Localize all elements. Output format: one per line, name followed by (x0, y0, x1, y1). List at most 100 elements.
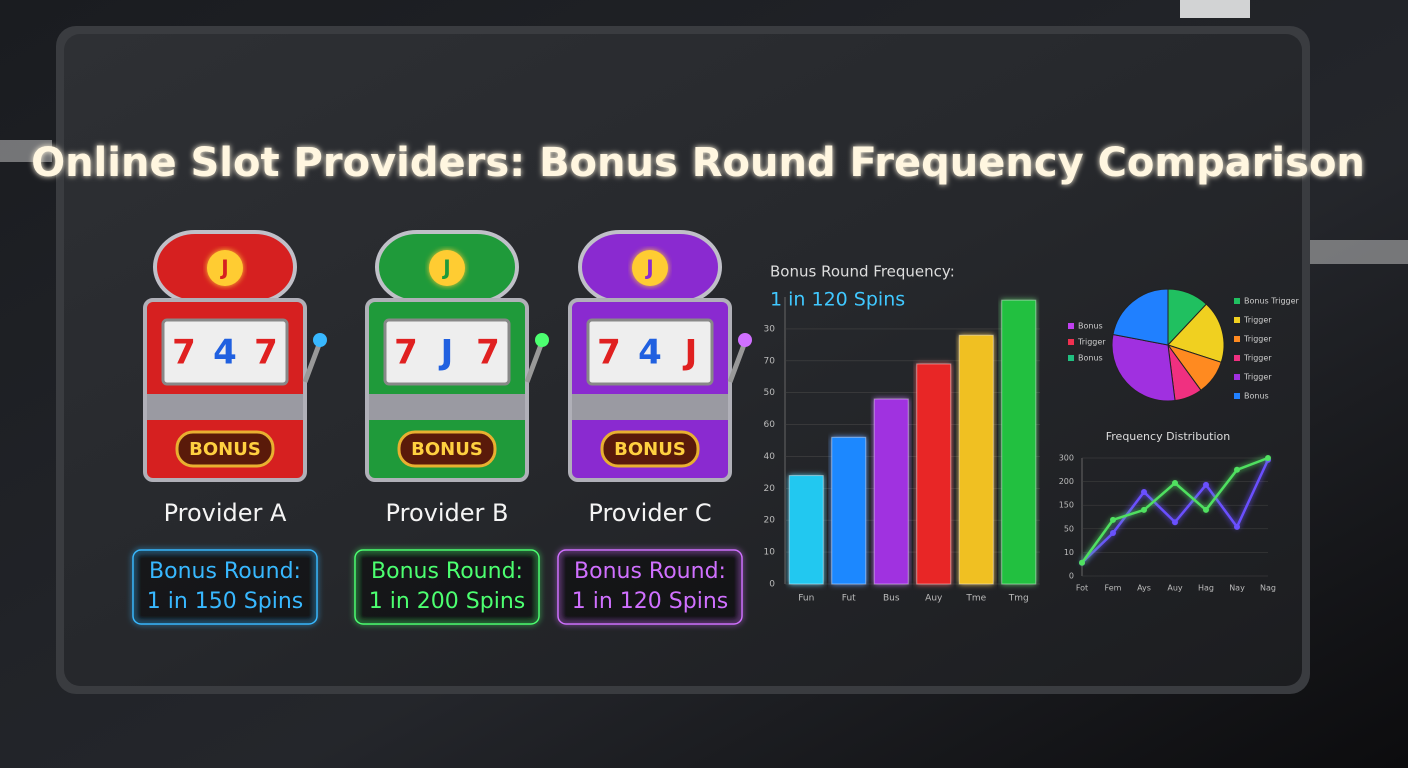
jackpot-light (429, 250, 465, 286)
reel-symbol: 7 (476, 333, 500, 373)
legend-label: Trigger (1243, 316, 1272, 325)
pie-slice (1112, 288, 1169, 346)
y-tick-label: 200 (1059, 477, 1074, 486)
legend-label: Bonus (1078, 322, 1103, 331)
bonus-box (557, 549, 743, 625)
provider-name: Provider C (588, 499, 711, 527)
line-point (1110, 530, 1116, 537)
x-tick-label: Auy (925, 594, 943, 604)
y-tick-label: 0 (1069, 572, 1074, 581)
legend-label: Trigger (1243, 335, 1272, 344)
machine-lever (302, 341, 323, 383)
ceiling-light (1180, 0, 1250, 18)
line-point (1234, 523, 1240, 530)
line-point (1141, 488, 1147, 495)
pie-slice (1167, 303, 1225, 363)
reel-symbol: J (683, 333, 698, 373)
side-light (1310, 240, 1408, 264)
pie-slice (1111, 333, 1176, 402)
legend-label: Bonus Trigger (1244, 297, 1300, 306)
reel-symbol: 4 (638, 333, 662, 373)
legend-swatch (1234, 298, 1240, 304)
reel-window (586, 318, 714, 386)
x-tick-label: Fut (842, 594, 856, 604)
y-tick-label: 10 (764, 548, 776, 558)
x-tick-label: Fem (1105, 584, 1122, 593)
y-tick-label: 20 (764, 516, 776, 526)
side-light (0, 140, 52, 162)
y-tick-label: 30 (764, 324, 776, 334)
legend-swatch (1068, 355, 1074, 361)
y-tick-label: 60 (764, 420, 776, 430)
y-tick-label: 40 (764, 452, 776, 462)
legend-swatch (1068, 323, 1074, 329)
y-tick-label: 70 (764, 356, 776, 366)
badge (600, 430, 700, 468)
bonus-line: Bonus Round: (574, 559, 726, 584)
jackpot-symbol: J (441, 256, 450, 280)
line-point (1234, 466, 1240, 473)
x-tick-label: Tme (965, 594, 986, 604)
bar-title: Bonus Round Frequency: (770, 263, 955, 281)
reel-window (383, 318, 511, 386)
legend-label: Trigger (1243, 373, 1272, 382)
badge-text: BONUS (189, 439, 261, 460)
legend-label: Bonus (1078, 354, 1103, 363)
x-tick-label: Hag (1198, 584, 1214, 593)
provider-name: Provider B (386, 499, 509, 527)
provider-name: Provider A (164, 499, 287, 527)
line-point (1203, 506, 1209, 513)
legend-swatch (1234, 336, 1240, 342)
bonus-line: Bonus Round: (371, 559, 523, 584)
machine-lever (727, 341, 748, 383)
badge-text: BONUS (614, 439, 686, 460)
x-tick-label: Fot (1076, 584, 1088, 593)
y-tick-label: 150 (1059, 501, 1074, 510)
y-tick-label: 50 (1064, 524, 1074, 533)
y-tick-label: 0 (769, 580, 775, 590)
bar-subtitle: 1 in 120 Spins (770, 289, 905, 311)
reel-symbol: 7 (394, 333, 418, 373)
y-tick-label: 20 (764, 484, 776, 494)
jackpot-light (207, 250, 243, 286)
line-point (1172, 480, 1178, 487)
title: Online Slot Providers: Bonus Round Frequ… (31, 140, 1365, 186)
lever-knob (738, 333, 752, 347)
x-tick-label: Auy (1167, 584, 1183, 593)
reel-symbol: J (439, 333, 454, 373)
x-tick-label: Nay (1229, 584, 1245, 593)
line-title: Frequency Distribution (1106, 430, 1231, 443)
line-point (1203, 481, 1209, 488)
bonus-box (132, 549, 318, 625)
x-tick-label: Ays (1137, 584, 1151, 593)
machine-shelf (147, 394, 303, 420)
x-tick-label: Nag (1260, 584, 1276, 593)
reel-symbol: 7 (172, 333, 196, 373)
bar (958, 334, 994, 585)
legend-label: Bonus (1244, 392, 1269, 401)
y-tick-label: 50 (764, 388, 776, 398)
legend-swatch (1234, 393, 1240, 399)
reel-symbol: 4 (213, 333, 237, 373)
reel-symbol: 7 (597, 333, 621, 373)
bonus-line: 1 in 150 Spins (147, 589, 303, 614)
badge (175, 430, 275, 468)
legend-swatch (1234, 355, 1240, 361)
legend-swatch (1234, 317, 1240, 323)
reel-window (161, 318, 289, 386)
bar (873, 398, 909, 585)
legend-label: Trigger (1077, 338, 1106, 347)
bonus-line: Bonus Round: (149, 559, 301, 584)
bar (1001, 299, 1037, 585)
line-point (1079, 559, 1085, 566)
legend-swatch (1068, 339, 1074, 345)
line-point (1172, 519, 1178, 526)
lever-knob (535, 333, 549, 347)
line-point (1265, 455, 1271, 461)
machine-shelf (572, 394, 728, 420)
bonus-line: 1 in 200 Spins (369, 589, 525, 614)
jackpot-symbol: J (219, 256, 228, 280)
jackpot-symbol: J (644, 256, 653, 280)
